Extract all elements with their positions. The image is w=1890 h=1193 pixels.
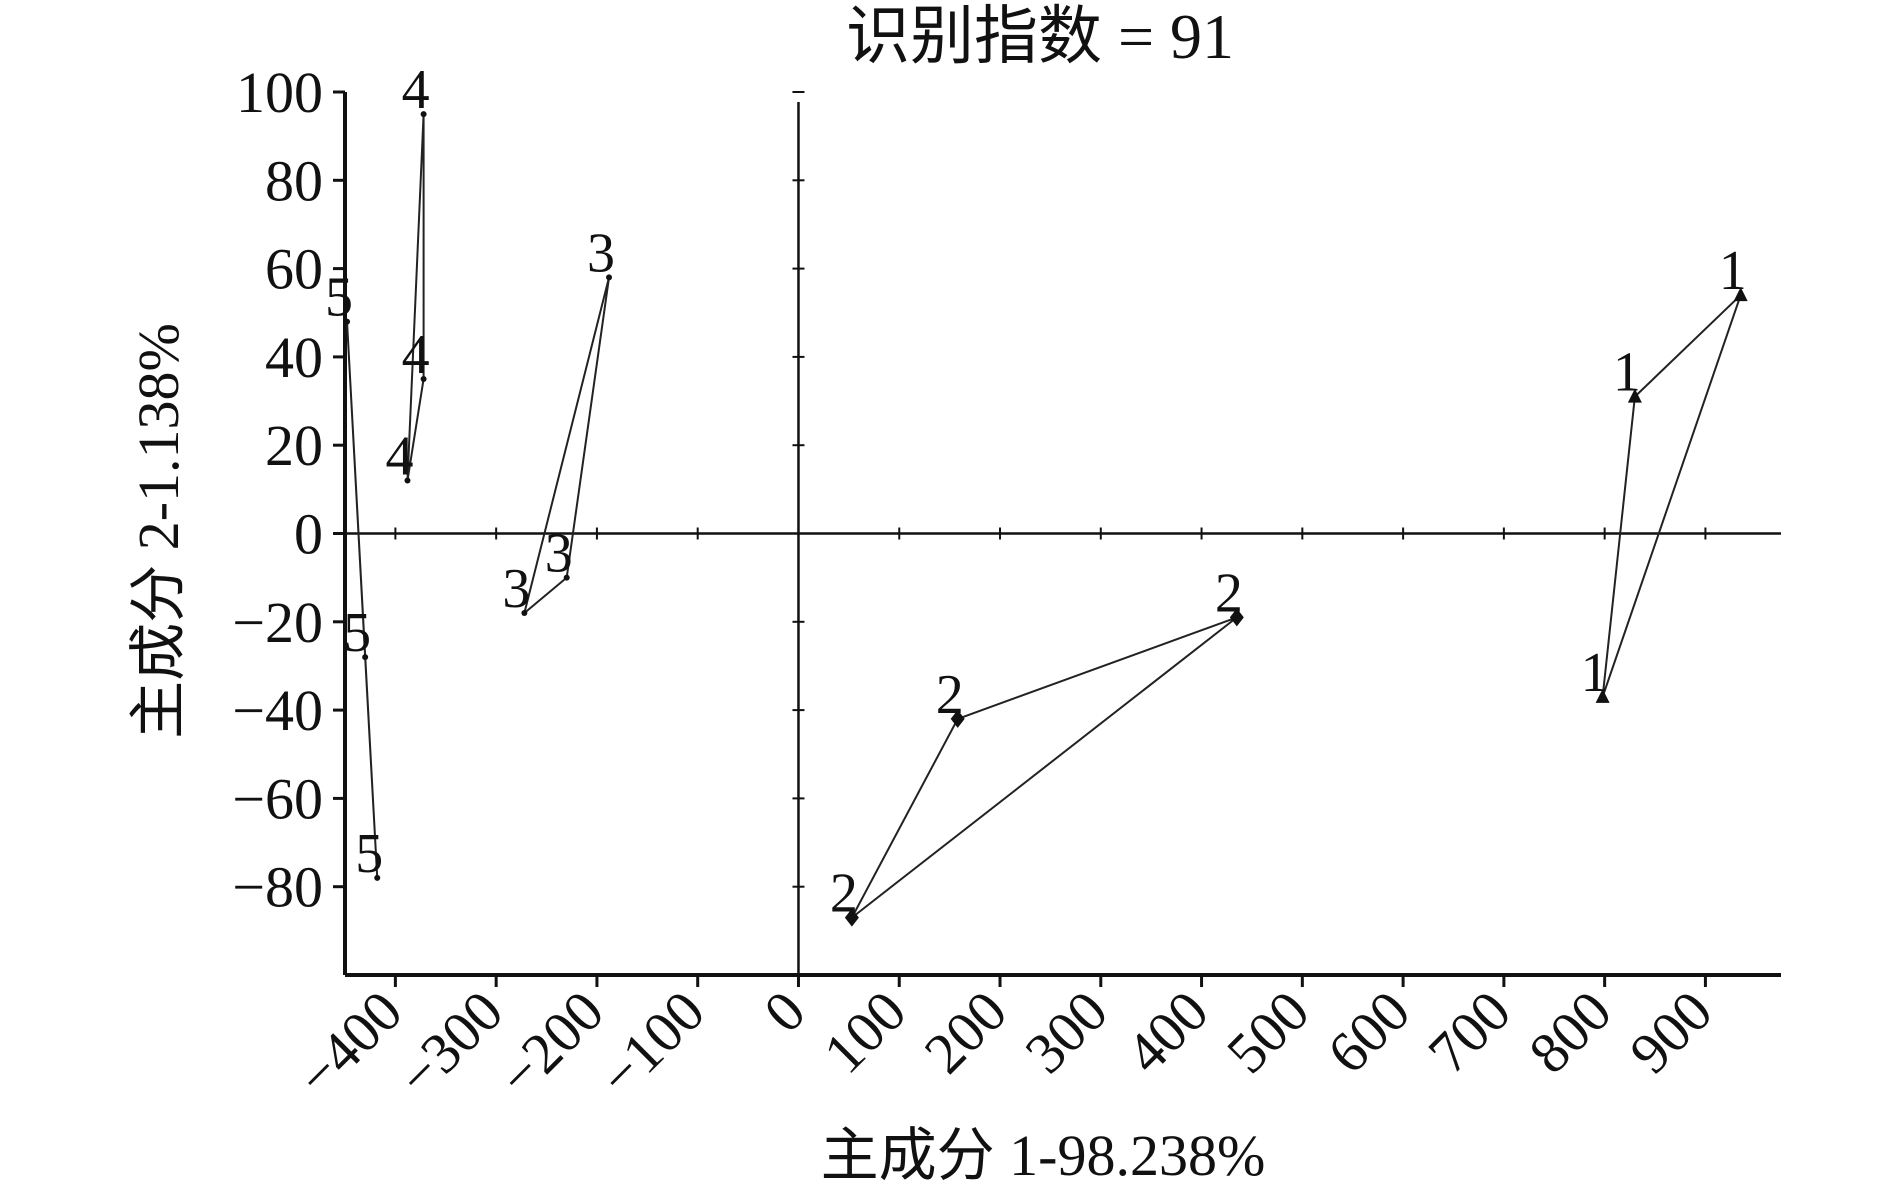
x-tick-label: −300 xyxy=(385,978,516,1109)
series-group-5: 5 5 5 xyxy=(325,267,383,885)
x-tick-label: 300 xyxy=(1013,978,1120,1085)
data-point-triangle xyxy=(1733,287,1748,302)
x-tick-label: 800 xyxy=(1516,978,1623,1085)
x-tick-label: 700 xyxy=(1416,978,1523,1085)
point-label: 4 xyxy=(385,426,413,488)
series-outline xyxy=(406,114,425,481)
data-point xyxy=(344,318,351,325)
x-tick-label: −400 xyxy=(284,978,415,1109)
data-point-diamond xyxy=(950,709,965,728)
data-point-triangle xyxy=(1627,388,1642,403)
data-point xyxy=(362,654,369,661)
data-point xyxy=(563,574,570,581)
data-point xyxy=(521,609,528,616)
point-label: 2 xyxy=(1215,562,1243,624)
point-label: 4 xyxy=(402,59,430,121)
x-tick-label: 200 xyxy=(912,978,1019,1085)
series-group-3: 333 xyxy=(502,222,615,620)
series-outline xyxy=(851,616,1238,919)
point-label: 3 xyxy=(587,222,615,284)
y-tick-label: 20 xyxy=(265,413,323,478)
x-tick-label: −100 xyxy=(586,978,717,1109)
point-label: 1 xyxy=(1613,342,1641,404)
series-group-2: 2 2 2 xyxy=(830,562,1244,927)
point-label: 5 xyxy=(355,823,383,885)
data-point xyxy=(374,874,381,881)
x-tick-label: 0 xyxy=(751,978,817,1044)
y-tick-label: 80 xyxy=(265,148,323,213)
y-axis-label: 主成分 2-1.138% xyxy=(126,323,191,739)
point-label: 5 xyxy=(325,267,353,329)
x-tick-label: 400 xyxy=(1113,978,1220,1085)
y-tick-label: 100 xyxy=(236,60,323,125)
point-label: 1 xyxy=(1719,240,1747,302)
y-tick-label: −20 xyxy=(232,590,323,655)
data-point-diamond xyxy=(844,908,859,927)
data-point-diamond xyxy=(1229,608,1244,627)
series-group-4: 4 4 4 xyxy=(385,59,429,487)
x-tick-label: 600 xyxy=(1315,978,1422,1085)
y-tick-label: −60 xyxy=(232,766,323,831)
y-tick-label: 0 xyxy=(294,502,323,567)
series-outline xyxy=(522,277,611,616)
series-outline xyxy=(346,321,379,878)
point-label: 2 xyxy=(830,863,858,925)
x-tick-label: 900 xyxy=(1617,978,1724,1085)
point-label: 3 xyxy=(502,558,530,620)
point-label: 2 xyxy=(936,664,964,726)
series-group-1: 1 1 1 xyxy=(1581,240,1748,704)
data-point xyxy=(606,274,613,281)
y-tick-label: 40 xyxy=(265,325,323,390)
point-label: 5 xyxy=(343,602,371,664)
data-point xyxy=(420,375,427,382)
x-tick-label: −200 xyxy=(486,978,617,1109)
x-axis-label: 主成分 1-98.238% xyxy=(821,1123,1266,1188)
x-tick-label: 500 xyxy=(1214,978,1321,1085)
y-tick-label: 60 xyxy=(265,237,323,302)
y-tick-label: −80 xyxy=(232,855,323,920)
data-point-triangle xyxy=(1595,688,1610,703)
y-axis-ticks: 100 80 60 40 20 0 −20 −40 −60 −80 xyxy=(232,60,805,920)
point-label: 4 xyxy=(402,324,430,386)
data-point xyxy=(420,111,427,118)
y-tick-label: −40 xyxy=(232,678,323,743)
point-label: 1 xyxy=(1581,642,1609,704)
point-label: 3 xyxy=(545,523,573,585)
chart-title: 识别指数 = 91 xyxy=(846,1,1234,72)
series-outline xyxy=(1601,294,1742,698)
x-axis-ticks: −400−300−200−100 010020030040050060070080… xyxy=(284,527,1725,1109)
x-tick-label: 100 xyxy=(811,978,918,1085)
data-point xyxy=(404,477,411,484)
